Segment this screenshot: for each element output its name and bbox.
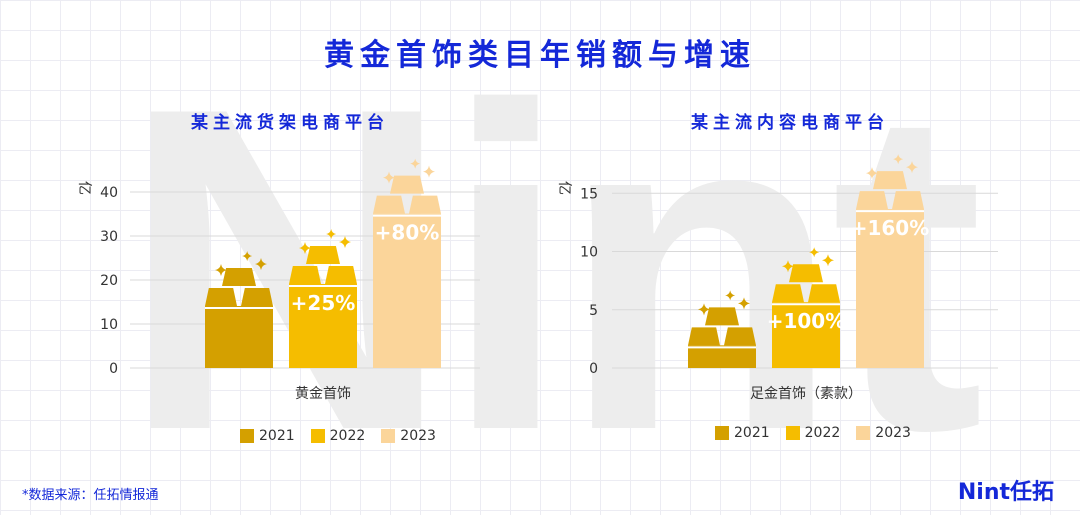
chart-2-sparkle-2022 [782,260,794,273]
legend-swatch [240,429,254,443]
chart-2-bar-2022 [772,302,840,368]
data-source: *数据来源：任拓情报通 [22,488,159,503]
chart-1-sparkle-2022 [299,242,311,254]
chart-1-sparkle-2021 [255,258,267,270]
chart-1-sparkle-2021 [215,264,227,276]
chart-2-legend-item-2023: 2023 [856,425,911,441]
legend-swatch [856,426,871,440]
chart-2-sparkle-2023 [866,167,878,180]
nint-logo: Nint任拓 [957,480,1054,505]
legend-swatch [785,426,800,440]
chart-1-bar-2023 [373,213,441,368]
chart-2-ingot-left-2021 [688,327,720,346]
chart-2-bar-2021 [688,345,756,368]
legend-label: 2022 [804,425,841,441]
chart-1-ingot-right-2022 [325,266,357,284]
chart-1-ingot-left-2021 [205,288,237,306]
chart-2-growth-label: +100% [767,309,846,333]
chart-1-sparkle-2022 [326,229,337,239]
legend-label: 2021 [259,428,295,444]
chart-2-ytick: 5 [589,303,598,319]
legend-swatch [310,429,325,443]
chart-1-ytick: 0 [109,361,118,377]
chart-1-bar-2022 [289,284,357,368]
chart-1-ingot-top-2021 [222,268,256,286]
chart-2-ingot-right-2023 [892,191,924,210]
chart-1-growth-label: +25% [291,291,356,315]
chart-2-ingot-left-2023 [856,191,888,210]
chart-2-sparkle-2021 [698,303,710,316]
chart-1-legend: 2021 2022 2023 [240,428,436,444]
chart-2-ingot-right-2021 [724,327,756,346]
chart-2-legend-item-2021: 2021 [715,425,770,441]
chart-2-title: 某主流内容电商平台 [691,113,889,133]
chart-1-growth-label: +80% [375,221,440,245]
chart-1-sparkle-2023 [423,165,435,178]
chart-1-legend-item-2023: 2023 [381,428,436,444]
chart-2-legend: 2021 2022 2023 [715,425,911,441]
chart-1-ingot-right-2021 [241,288,273,306]
legend-label: 2022 [329,428,366,444]
chart-1-ingot-top-2023 [390,175,424,194]
chart-2-legend-item-2022: 2022 [785,425,841,441]
chart-1-ytick: 40 [100,185,118,201]
chart-1-ytick: 10 [100,317,118,333]
chart-2-ytick: 15 [580,186,598,202]
chart-1-sparkle-2023 [410,158,421,169]
chart-1-sparkle-2022 [339,236,351,248]
chart-1-title: 某主流货架电商平台 [191,113,389,133]
chart-2-sparkle-2022 [822,254,834,267]
chart-1-ingot-left-2022 [289,266,321,284]
chart-2-sparkle-2023 [893,154,904,165]
chart-2-ingot-top-2022 [789,264,823,283]
chart-2-sparkle-2021 [738,297,750,310]
charts-canvas: 0 10 20 30 40 亿 +25% +80% 黄金首饰 0 5 10 15 亿 +100% +160% 足… [76,154,998,402]
watermark: Nint [120,13,984,526]
legend-swatch [381,429,396,443]
chart-1-ingot-left-2023 [373,195,405,214]
chart-1-ingot-right-2023 [409,195,441,214]
main-title: 黄金首饰类目年销额与增速 [324,38,756,73]
legend-swatch [715,426,729,440]
chart-1-bar-2021 [205,306,273,368]
chart-2-growth-label: +160% [851,216,930,240]
chart-2-ingot-left-2022 [772,284,804,303]
legend-label: 2023 [400,428,436,444]
chart-2-sparkle-2023 [906,161,918,174]
chart-2-bar-2023 [856,209,924,368]
chart-1-ylabel: 亿 [76,181,92,195]
chart-1-ingot-top-2022 [306,246,340,264]
chart-1-legend-item-2021: 2021 [240,428,295,444]
chart-2-sparkle-2022 [809,247,820,258]
chart-1-sparkle-2021 [242,251,253,261]
chart-2-ingot-top-2023 [873,171,907,190]
chart-2-category-label: 足金首饰（素款） [750,386,862,402]
chart-2-ytick: 0 [589,361,598,377]
legend-label: 2021 [734,425,770,441]
chart-1-sparkle-2023 [383,171,395,184]
chart-1-ytick: 20 [100,273,118,289]
chart-2-ytick: 10 [580,245,598,261]
chart-2-ingot-top-2021 [705,307,739,326]
chart-1-category-label: 黄金首饰 [295,385,351,402]
chart-2-ingot-right-2022 [808,284,840,303]
legend-label: 2023 [875,425,911,441]
chart-1-ytick: 30 [100,229,118,245]
chart-1-legend-item-2022: 2022 [310,428,366,444]
chart-2-sparkle-2021 [725,290,736,301]
chart-2-ylabel: 亿 [556,181,572,195]
